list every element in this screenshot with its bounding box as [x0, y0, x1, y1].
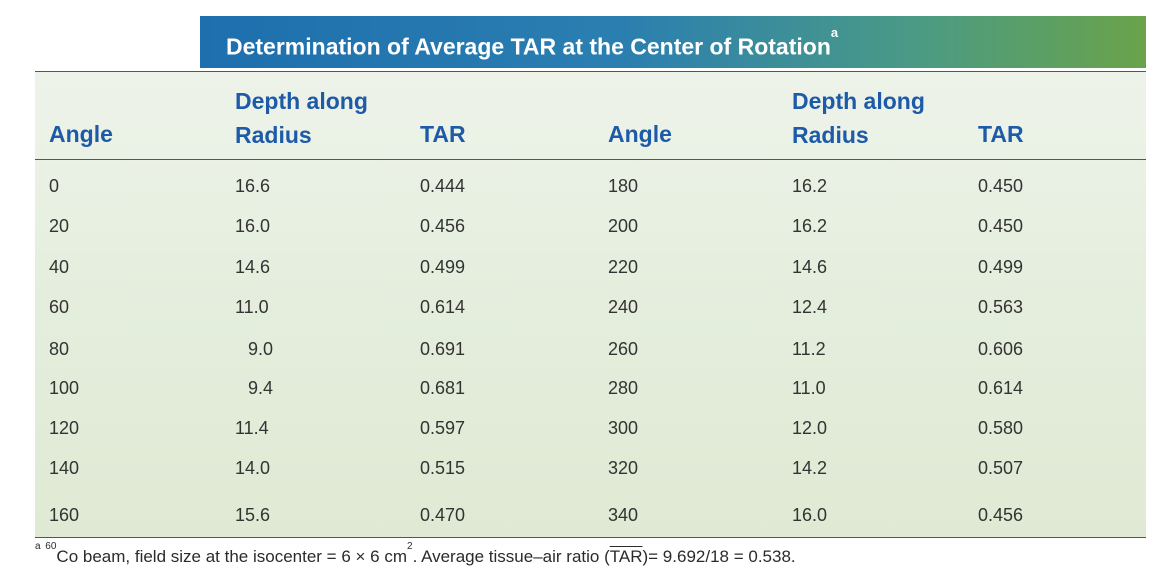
cell-depth-left: 11.4: [235, 418, 269, 438]
cell-angle-right: 280: [608, 378, 639, 398]
cell-tar-left: 0.470: [420, 505, 466, 525]
table-row: 100 9.4 0.681 280 11.0 0.614: [35, 368, 1146, 408]
table-row: 0 16.6 0.444 180 16.2 0.450: [35, 166, 1146, 206]
area-exponent: 2: [407, 541, 413, 553]
header-angle-left: Angle: [49, 121, 113, 147]
cell-tar-right: 0.614: [978, 378, 1024, 398]
cell-angle-left: 0: [49, 176, 60, 196]
cell-depth-left: 9.0: [248, 339, 274, 359]
header-angle-right: Angle: [608, 121, 672, 147]
cell-tar-right: 0.507: [978, 458, 1024, 478]
header-tar-right: TAR: [978, 121, 1024, 147]
table-header-row: Angle Depth along Radius TAR Angle Depth…: [35, 72, 1146, 160]
cell-angle-left: 60: [49, 297, 70, 317]
cell-depth-right: 12.0: [792, 418, 828, 438]
table-row: 160 15.6 0.470 340 16.0 0.456: [35, 495, 1146, 535]
cell-angle-left: 160: [49, 505, 80, 525]
header-depth-left-line2: Radius: [235, 122, 312, 148]
cell-angle-right: 220: [608, 257, 639, 277]
table-row: 80 9.0 0.691 260 11.2 0.606: [35, 329, 1146, 369]
cell-depth-left: 16.0: [235, 216, 271, 236]
cell-tar-right: 0.563: [978, 297, 1024, 317]
footnote-text-middle: . Average tissue–air ratio (: [412, 547, 610, 566]
cell-tar-right: 0.450: [978, 216, 1024, 236]
cell-tar-left: 0.597: [420, 418, 466, 438]
cell-depth-right: 14.2: [792, 458, 828, 478]
cell-tar-right: 0.499: [978, 257, 1024, 277]
cell-angle-right: 320: [608, 458, 639, 478]
cell-angle-left: 140: [49, 458, 80, 478]
cell-tar-left: 0.515: [420, 458, 466, 478]
table-row: 20 16.0 0.456 200 16.2 0.450: [35, 206, 1146, 246]
cell-tar-left: 0.444: [420, 176, 466, 196]
cell-angle-left: 40: [49, 257, 70, 277]
header-depth-left: Depth along Radius: [235, 84, 368, 152]
cell-depth-right: 11.2: [792, 339, 826, 359]
cell-depth-right: 16.2: [792, 216, 828, 236]
cell-angle-left: 120: [49, 418, 80, 438]
cell-depth-right: 16.2: [792, 176, 828, 196]
footnote-marker: a: [35, 541, 41, 553]
header-depth-right-line2: Radius: [792, 122, 869, 148]
cell-tar-left: 0.691: [420, 339, 466, 359]
table-title: Determination of Average TAR at the Cent…: [200, 16, 1146, 68]
cell-depth-left: 15.6: [235, 505, 271, 525]
cell-depth-right: 12.4: [792, 297, 828, 317]
cell-depth-right: 14.6: [792, 257, 828, 277]
header-depth-right-line1: Depth along: [792, 88, 925, 114]
isotope-mass-number: 60: [45, 541, 57, 553]
tar-table: Angle Depth along Radius TAR Angle Depth…: [35, 71, 1146, 538]
header-tar-left: TAR: [420, 121, 466, 147]
cell-tar-left: 0.499: [420, 257, 466, 277]
table-row: 120 11.4 0.597 300 12.0 0.580: [35, 408, 1146, 448]
cell-angle-right: 260: [608, 339, 639, 359]
cell-tar-left: 0.456: [420, 216, 466, 236]
table-footnote: a 60Co beam, field size at the isocenter…: [35, 541, 796, 567]
cell-angle-left: 20: [49, 216, 70, 236]
cell-depth-left: 16.6: [235, 176, 271, 196]
cell-tar-right: 0.580: [978, 418, 1024, 438]
tar-average-symbol: TAR: [609, 547, 643, 566]
table-row: 60 11.0 0.614 240 12.4 0.563: [35, 287, 1146, 327]
cell-angle-right: 200: [608, 216, 639, 236]
cell-angle-left: 100: [49, 378, 80, 398]
cell-angle-right: 180: [608, 176, 639, 196]
cell-tar-right: 0.606: [978, 339, 1024, 359]
cell-angle-right: 300: [608, 418, 639, 438]
cell-depth-right: 11.0: [792, 378, 826, 398]
cell-tar-left: 0.681: [420, 378, 466, 398]
cell-depth-right: 16.0: [792, 505, 828, 525]
cell-depth-left: 9.4: [248, 378, 274, 398]
cell-tar-right: 0.456: [978, 505, 1024, 525]
cell-tar-left: 0.614: [420, 297, 466, 317]
table-row: 140 14.0 0.515 320 14.2 0.507: [35, 448, 1146, 488]
footnote-text-before: Co beam, field size at the isocenter = 6…: [56, 547, 407, 566]
table-title-text: Determination of Average TAR at the Cent…: [226, 33, 831, 60]
cell-depth-left: 11.0: [235, 297, 269, 317]
title-footnote-marker: a: [830, 25, 839, 40]
header-depth-right: Depth along Radius: [792, 84, 925, 152]
table-row: 40 14.6 0.499 220 14.6 0.499: [35, 247, 1146, 287]
cell-angle-right: 240: [608, 297, 639, 317]
cell-angle-right: 340: [608, 505, 639, 525]
cell-depth-left: 14.0: [235, 458, 271, 478]
cell-depth-left: 14.6: [235, 257, 271, 277]
header-depth-left-line1: Depth along: [235, 88, 368, 114]
cell-tar-right: 0.450: [978, 176, 1024, 196]
footnote-text-after: )= 9.692/18 = 0.538.: [642, 547, 796, 566]
cell-angle-left: 80: [49, 339, 70, 359]
